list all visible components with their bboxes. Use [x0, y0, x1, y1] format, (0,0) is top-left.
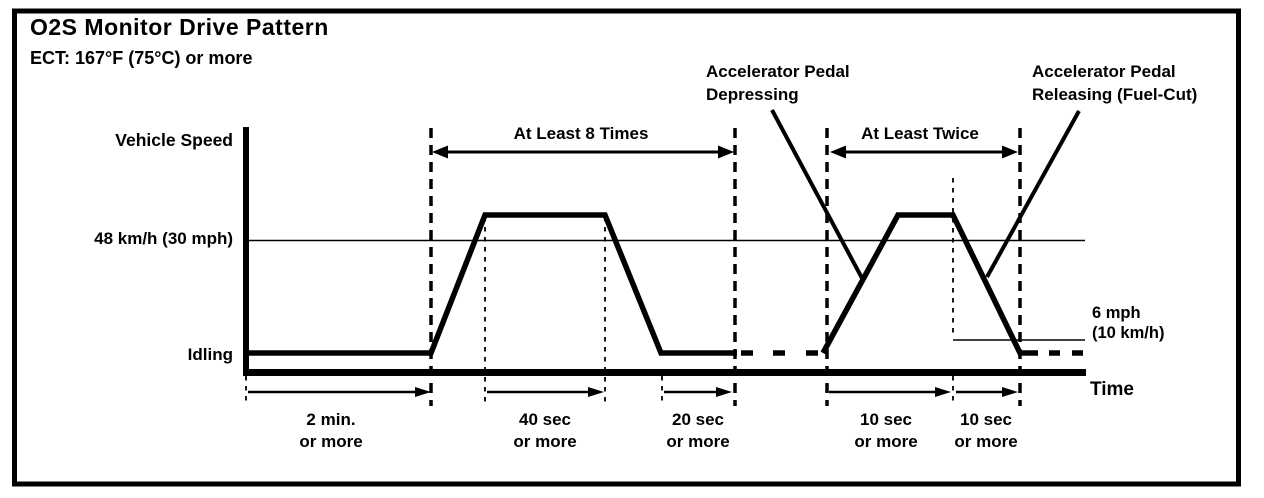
- duration-qualifier: or more: [666, 431, 730, 451]
- bold-dashed-guides: [429, 128, 1022, 406]
- duration-qualifier: or more: [513, 431, 577, 451]
- duration-label-10sec-first: 10 sec or more: [854, 409, 917, 452]
- reference-6mph-line1: 6 mph: [1092, 304, 1141, 322]
- duration-qualifier: or more: [854, 431, 918, 451]
- duration-qualifier: or more: [299, 431, 363, 451]
- x-axis-label: Time: [1090, 379, 1135, 400]
- y-axis-label: Vehicle Speed: [115, 130, 233, 150]
- duration-value: 10 sec: [959, 410, 1012, 429]
- repeat-arrow-8-times: [432, 145, 734, 159]
- duration-label-2min: 2 min. or more: [299, 409, 362, 452]
- callout-line: Accelerator Pedal: [1032, 62, 1176, 81]
- idling-label: Idling: [187, 345, 233, 364]
- callout-line: Accelerator Pedal: [706, 62, 850, 81]
- repeat-arrow-twice: [830, 145, 1018, 159]
- duration-label-40sec: 40 sec or more: [513, 409, 576, 452]
- reference-6mph-label: 6 mph (10 km/h): [1092, 304, 1164, 343]
- duration-value: 2 min.: [306, 410, 356, 429]
- accelerator-releasing-callout: Accelerator Pedal Releasing (Fuel-Cut): [1032, 61, 1197, 106]
- ect-condition: ECT: 167°F (75°C) or more: [30, 48, 253, 68]
- duration-arrow-10sec-second: [956, 387, 1018, 397]
- repeat-8-times-label: At Least 8 Times: [513, 124, 649, 143]
- duration-label-20sec: 20 sec or more: [666, 409, 729, 452]
- depressing-leader-line: [770, 109, 865, 281]
- duration-label-10sec-second: 10 sec or more: [954, 409, 1017, 452]
- duration-value: 40 sec: [518, 410, 571, 429]
- duration-arrow-40sec: [487, 387, 604, 397]
- repeat-twice-label: At Least Twice: [861, 124, 979, 143]
- callout-line: Depressing: [706, 84, 799, 104]
- reference-6mph-line2: (10 km/h): [1092, 323, 1165, 342]
- speed-trace-second-cycle: [820, 212, 1038, 356]
- releasing-leader-line: [985, 110, 1081, 278]
- duration-arrow-20sec: [664, 387, 732, 397]
- duration-arrow-10sec-first: [829, 387, 951, 397]
- accelerator-depressing-callout: Accelerator Pedal Depressing: [706, 61, 850, 106]
- callout-line: Releasing (Fuel-Cut): [1032, 84, 1198, 104]
- page-title: O2S Monitor Drive Pattern: [30, 14, 329, 40]
- duration-value: 10 sec: [859, 410, 912, 429]
- duration-arrow-2min: [248, 387, 431, 397]
- duration-value: 20 sec: [671, 410, 724, 429]
- outer-border: [12, 8, 1241, 487]
- duration-qualifier: or more: [954, 431, 1018, 451]
- thin-dashed-guides: [245, 178, 954, 406]
- reference-48kmh-label: 48 km/h (30 mph): [94, 229, 233, 248]
- speed-trace-first-cycle: [246, 212, 737, 356]
